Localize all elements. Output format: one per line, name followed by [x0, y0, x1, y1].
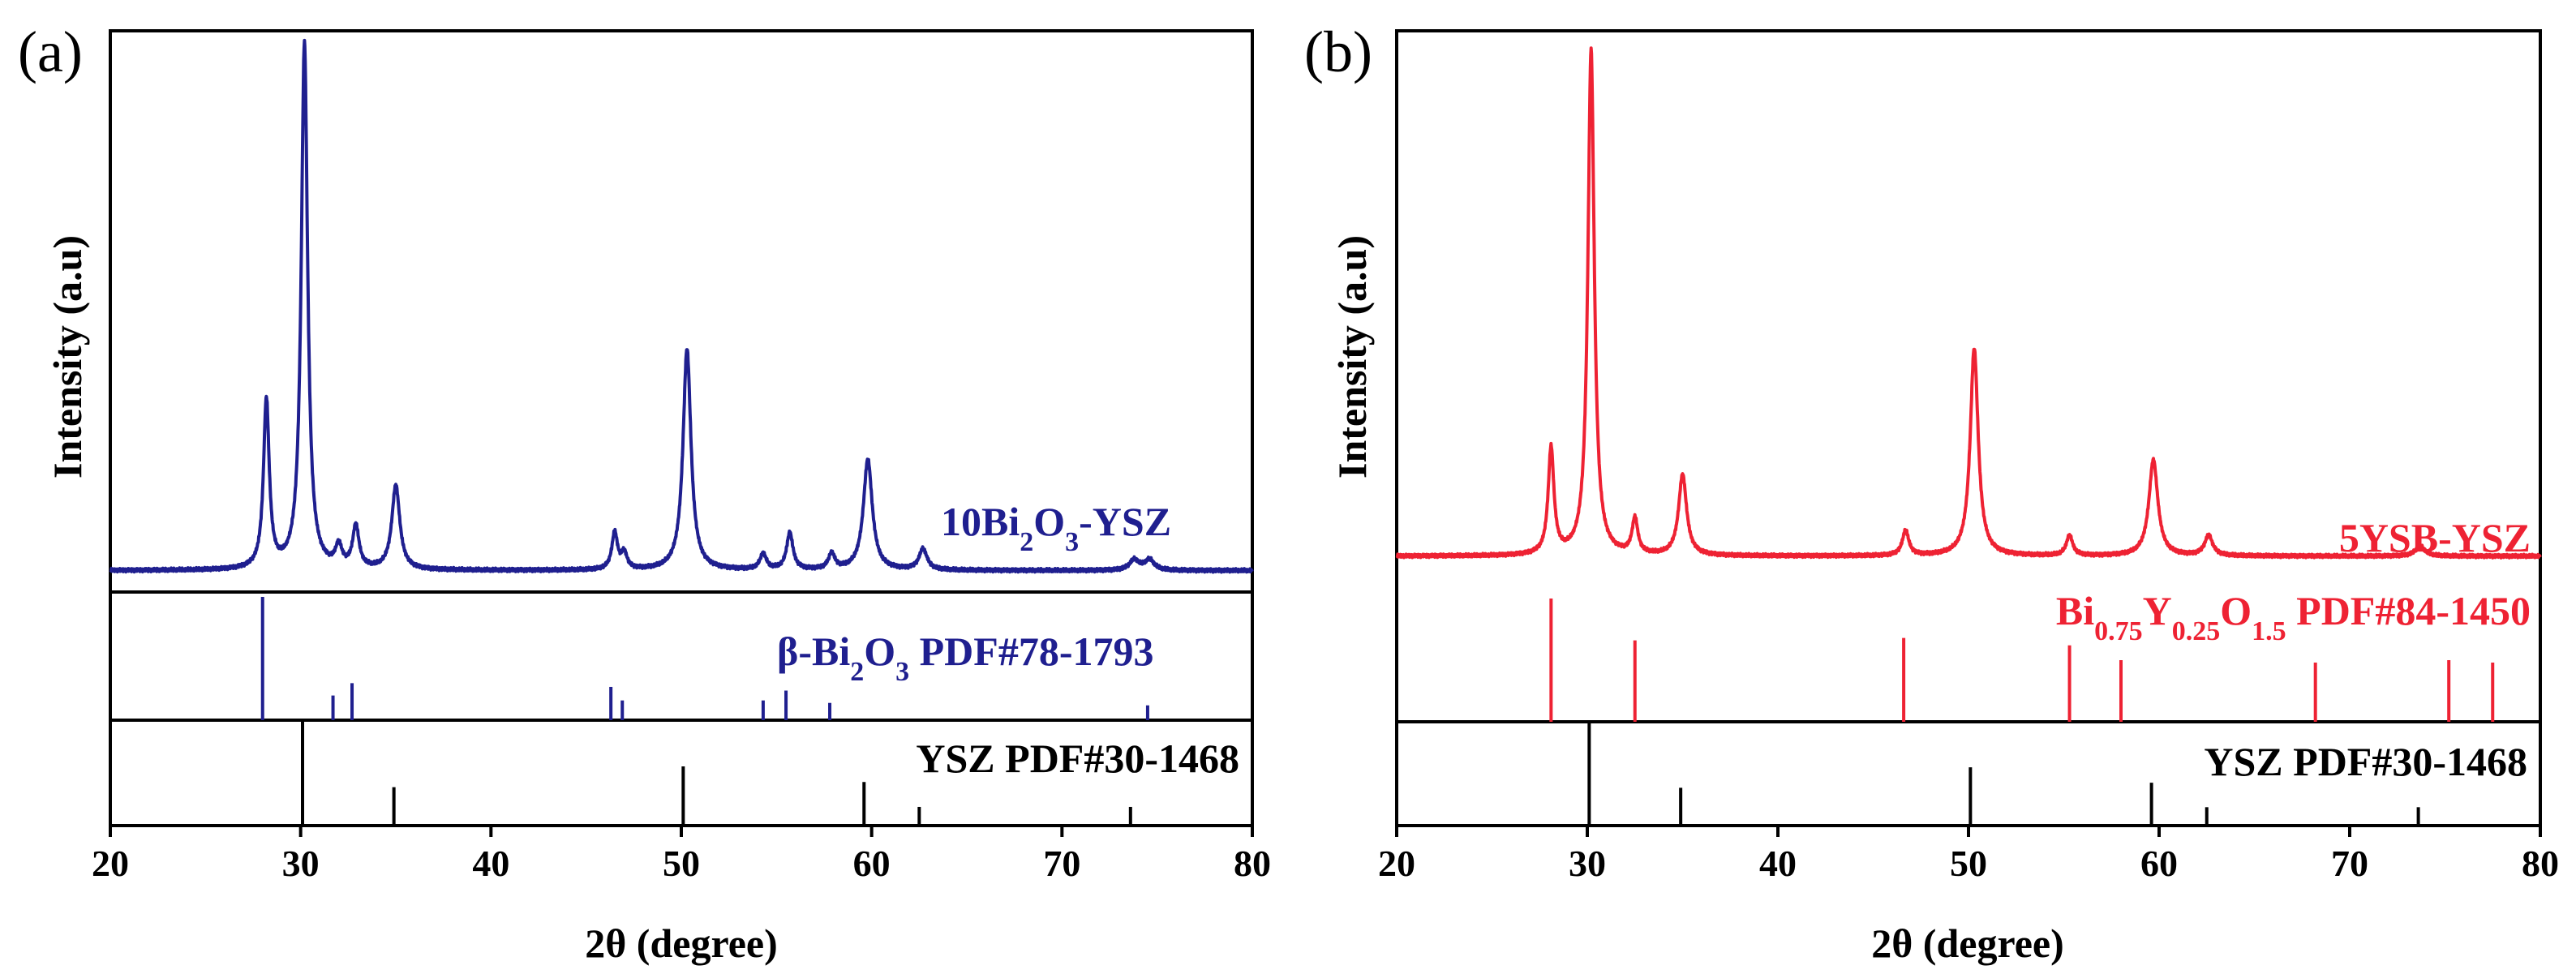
- panel-b-x-tick-label: 20: [1378, 843, 1415, 884]
- panel-b-x-tick-label: 40: [1759, 843, 1797, 884]
- panel-a-x-tick-label: 40: [472, 843, 509, 884]
- panel-a-label: (a): [18, 19, 83, 84]
- panel-b-ylabel: Intensity (a.u): [1329, 235, 1375, 478]
- panel-a-x-tick-label: 30: [282, 843, 320, 884]
- panel-a-pattern-line: [109, 38, 1254, 574]
- panel-a-xlabel: 2θ (degree): [585, 920, 778, 966]
- panel-a-x-ticks: 20 30 40 50 60 70 80: [92, 826, 1271, 884]
- panel-a-x-tick-label: 20: [92, 843, 129, 884]
- panel-b-reference-1-sticks: [1549, 599, 2495, 722]
- panel-b-frame: [1395, 29, 2542, 827]
- panel-b: (b) Intensity (a.u) 20 30 40 50 60 70 80 5YSB-…: [1304, 19, 2559, 966]
- panel-a-x-tick-label: 60: [853, 843, 891, 884]
- panel-a-x-tick-label: 50: [663, 843, 700, 884]
- panel-a-ylabel: Intensity (a.u): [45, 235, 90, 478]
- panel-b-reference-2-sticks: [1587, 723, 2420, 826]
- panel-a-pattern-label: 10Bi2O3-YSZ: [941, 499, 1171, 557]
- panel-a-reference-1-sticks: [260, 597, 1149, 720]
- panel-b-x-tick-label: 60: [2140, 843, 2178, 884]
- panel-b-reference-2-label: YSZ PDF#30-1468: [2204, 739, 2527, 784]
- panel-a-x-tick-label: 80: [1234, 843, 1271, 884]
- panel-b-pattern-line: [1395, 46, 2542, 560]
- panel-a-frame: [109, 29, 1254, 827]
- panel-b-x-ticks: 20 30 40 50 60 70 80: [1378, 826, 2559, 884]
- panel-a: (a) Intensity (a.u) 20 30 40 50 60 70 80 10Bi2…: [18, 19, 1271, 966]
- panel-b-pattern-label: 5YSB-YSZ: [2339, 515, 2531, 560]
- panel-b-label: (b): [1304, 19, 1372, 84]
- panel-a-reference-1-label: β-Bi2O3 PDF#78-1793: [777, 629, 1153, 687]
- panel-a-reference-2-sticks: [301, 722, 1132, 826]
- panel-b-reference-1-label: Bi0.75Y0.25O1.5 PDF#84-1450: [2056, 588, 2531, 646]
- panel-b-xlabel: 2θ (degree): [1871, 920, 2064, 966]
- panel-b-x-tick-label: 80: [2522, 843, 2559, 884]
- panel-a-x-tick-label: 70: [1043, 843, 1080, 884]
- panel-a-reference-2-label: YSZ PDF#30-1468: [916, 736, 1239, 781]
- panel-b-x-tick-label: 30: [1569, 843, 1606, 884]
- panel-b-x-tick-label: 50: [1950, 843, 1987, 884]
- panel-b-x-tick-label: 70: [2331, 843, 2368, 884]
